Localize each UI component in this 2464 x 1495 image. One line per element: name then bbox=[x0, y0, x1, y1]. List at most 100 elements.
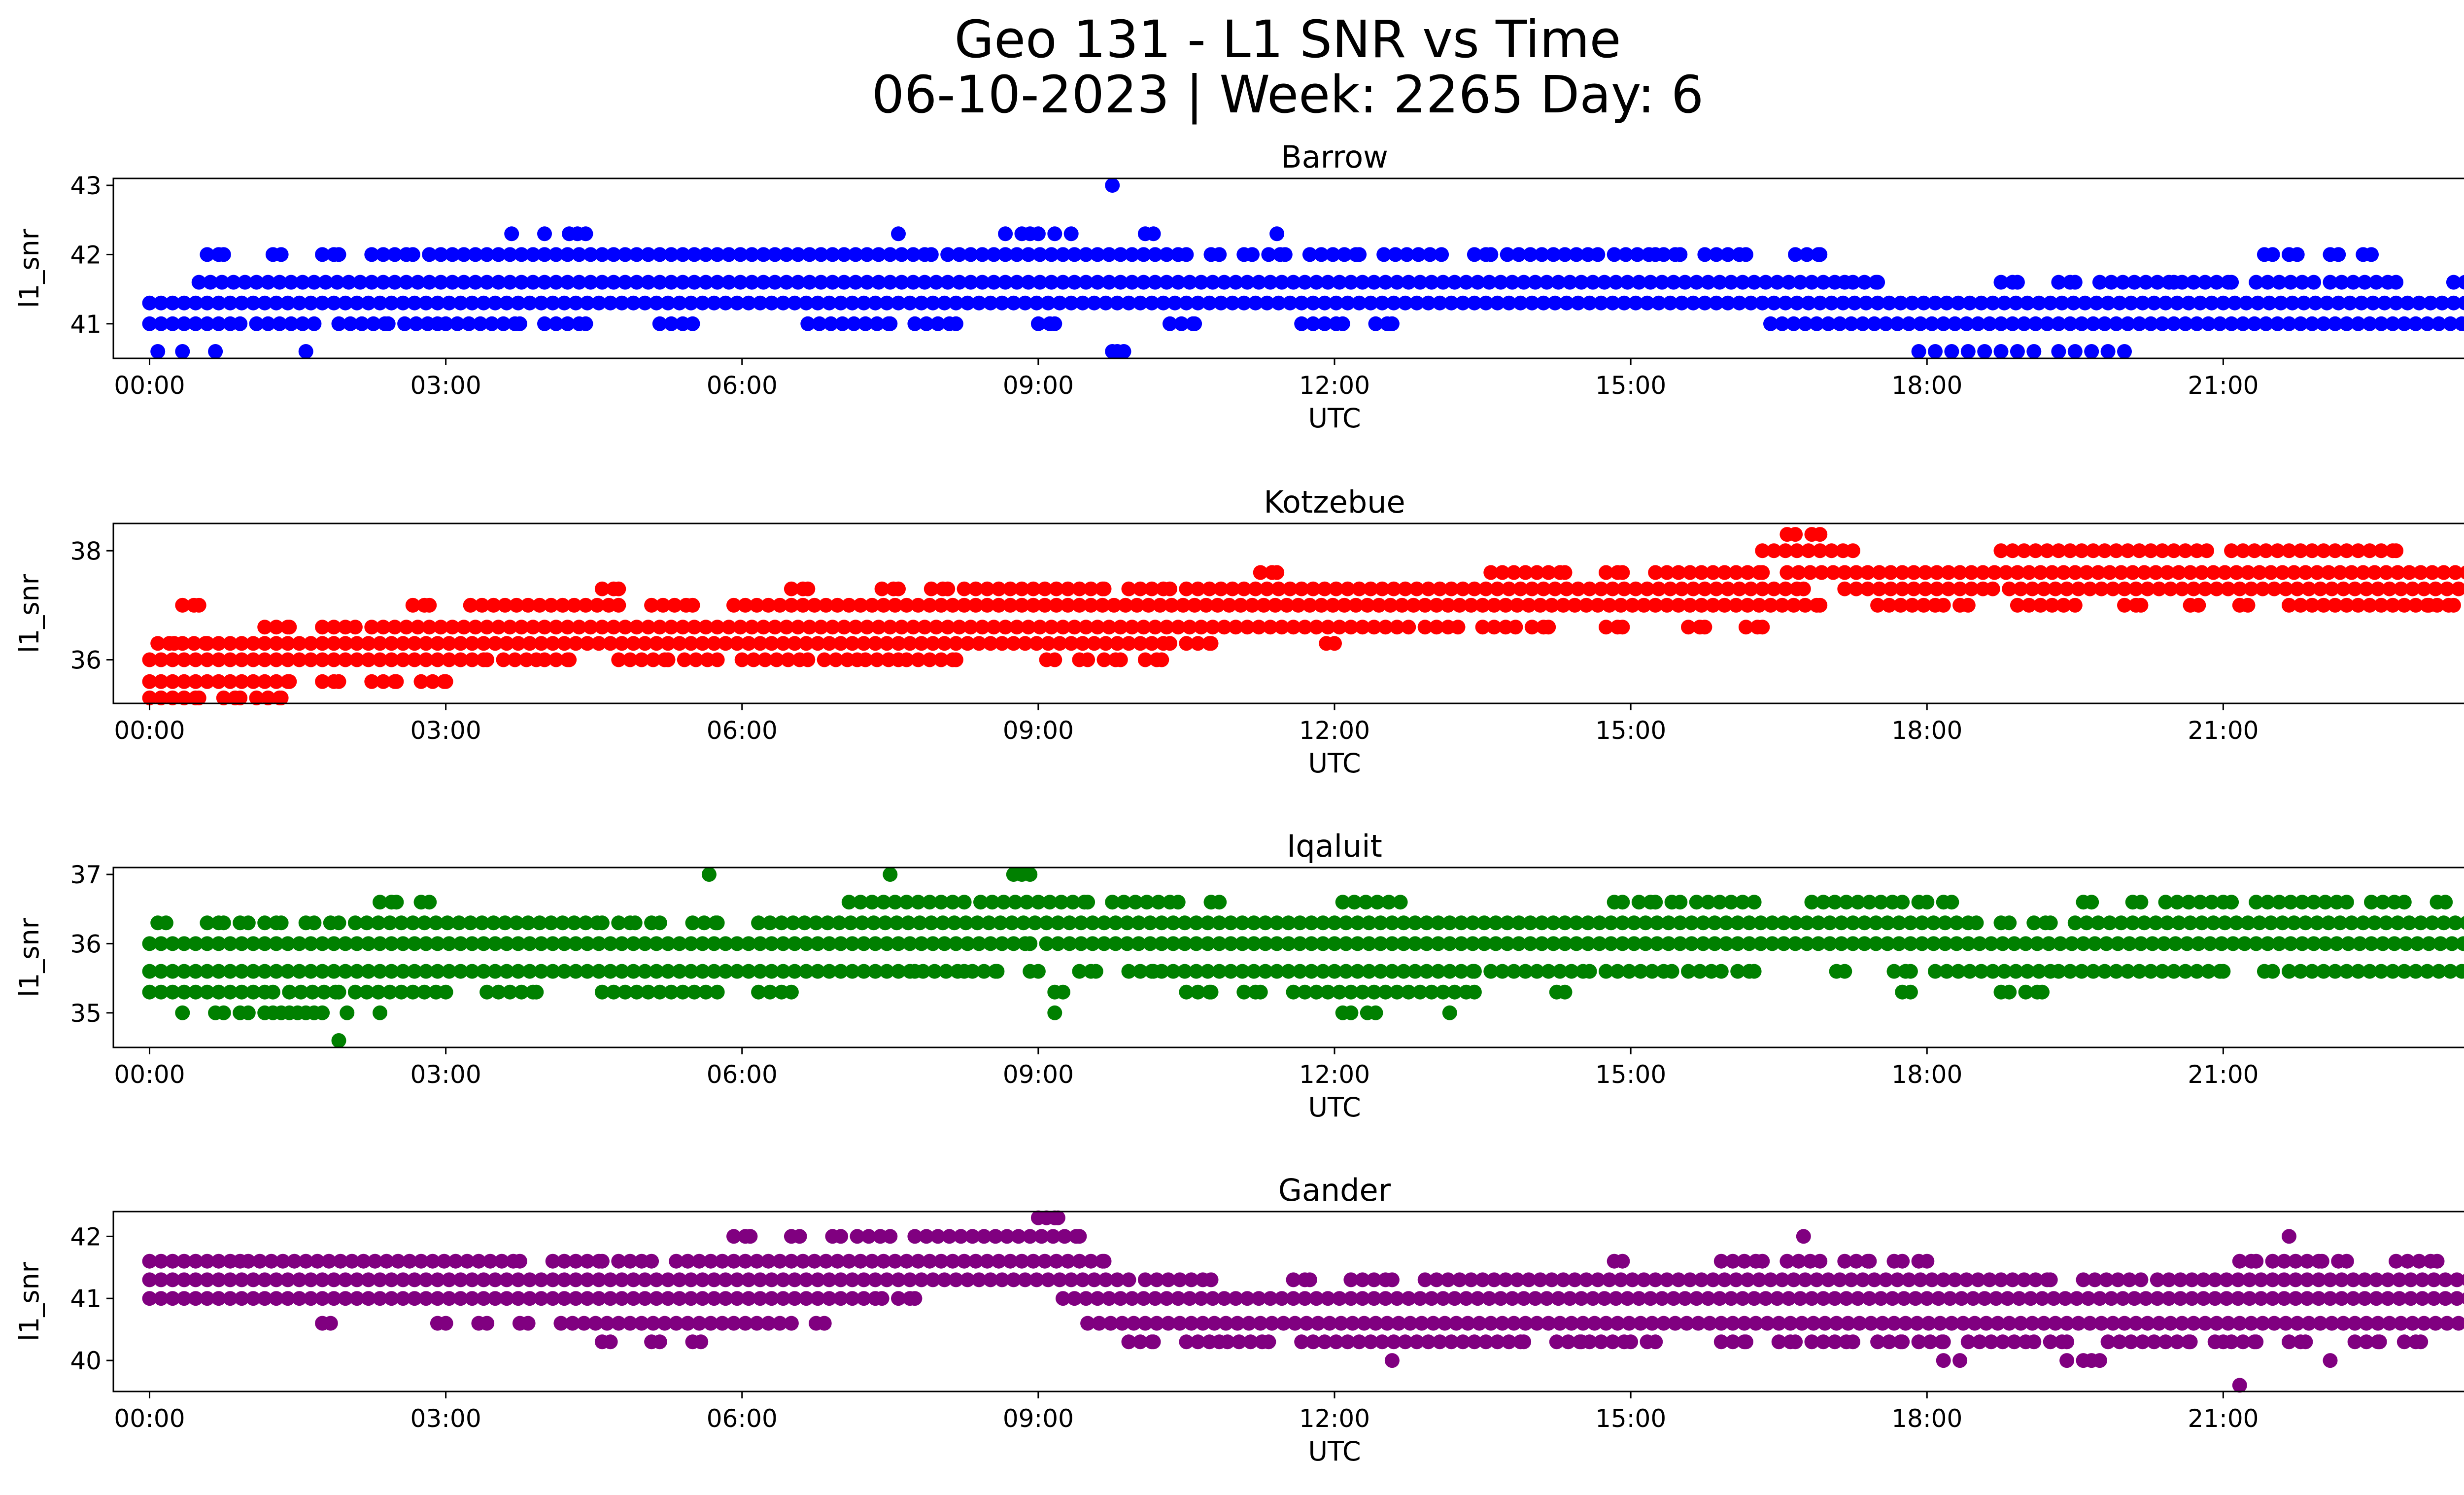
data-point bbox=[695, 636, 710, 651]
data-point bbox=[1725, 1334, 1741, 1350]
data-point bbox=[1878, 1272, 1893, 1287]
data-point bbox=[1131, 915, 1146, 931]
data-point bbox=[1056, 620, 1070, 635]
data-point bbox=[1016, 915, 1031, 931]
data-point bbox=[998, 620, 1013, 635]
data-point bbox=[1217, 275, 1232, 290]
data-point bbox=[2112, 295, 2127, 311]
data-point bbox=[1878, 316, 1893, 331]
data-point bbox=[1088, 964, 1103, 979]
data-point bbox=[2385, 964, 2400, 979]
data-point bbox=[2178, 543, 2193, 558]
data-point bbox=[545, 936, 560, 951]
data-point bbox=[591, 1291, 607, 1306]
data-point bbox=[1725, 1316, 1741, 1331]
data-point bbox=[1697, 620, 1712, 635]
data-point bbox=[176, 1253, 192, 1269]
data-point bbox=[1141, 597, 1156, 613]
data-point bbox=[888, 1253, 903, 1269]
data-point bbox=[1072, 964, 1087, 979]
data-point bbox=[522, 936, 537, 951]
data-point bbox=[2082, 581, 2097, 596]
data-point bbox=[779, 620, 794, 635]
data-point bbox=[2229, 565, 2244, 580]
data-point bbox=[2428, 581, 2443, 596]
data-point bbox=[1384, 316, 1400, 331]
data-point bbox=[1431, 915, 1446, 931]
data-point bbox=[326, 652, 342, 667]
data-point bbox=[578, 316, 593, 331]
data-point bbox=[1424, 984, 1439, 1000]
data-point bbox=[652, 275, 667, 290]
data-point bbox=[572, 620, 587, 635]
data-point bbox=[1738, 620, 1753, 635]
data-point bbox=[2127, 1291, 2142, 1306]
data-point bbox=[1023, 936, 1038, 951]
data-point bbox=[617, 275, 633, 290]
data-point bbox=[514, 247, 529, 262]
data-point bbox=[153, 936, 169, 951]
data-point bbox=[2287, 915, 2301, 931]
data-point bbox=[1389, 275, 1404, 290]
data-point bbox=[603, 1272, 618, 1287]
data-point bbox=[1952, 1353, 1968, 1368]
data-point bbox=[1174, 316, 1189, 331]
data-point bbox=[407, 295, 422, 311]
data-point bbox=[223, 984, 238, 1000]
data-point bbox=[465, 964, 479, 979]
data-point bbox=[2356, 915, 2371, 931]
data-point bbox=[2400, 295, 2415, 311]
data-point bbox=[1350, 915, 1365, 931]
data-point bbox=[846, 316, 861, 331]
data-point bbox=[985, 895, 1000, 910]
data-point bbox=[1436, 984, 1451, 1000]
data-point bbox=[1858, 295, 1874, 311]
data-point bbox=[874, 581, 890, 596]
data-point bbox=[1098, 1272, 1113, 1287]
data-point bbox=[2323, 1272, 2338, 1287]
data-point bbox=[2114, 915, 2129, 931]
data-point bbox=[188, 1272, 203, 1287]
data-point bbox=[1467, 964, 1482, 979]
data-point bbox=[303, 1272, 318, 1287]
data-point bbox=[2040, 543, 2055, 558]
data-point bbox=[1541, 620, 1556, 635]
data-point bbox=[2336, 581, 2351, 596]
data-point bbox=[1706, 565, 1721, 580]
data-point bbox=[657, 1316, 672, 1331]
data-point bbox=[1030, 316, 1046, 331]
data-point bbox=[1815, 895, 1831, 910]
data-point bbox=[1928, 344, 1943, 359]
data-point bbox=[2202, 936, 2218, 951]
data-point bbox=[364, 674, 379, 689]
data-point bbox=[779, 275, 794, 290]
x-tick-label: 21:00 bbox=[2188, 1060, 2259, 1089]
data-point bbox=[1467, 581, 1482, 596]
data-point bbox=[2324, 1316, 2339, 1331]
data-point bbox=[437, 1253, 452, 1269]
data-point bbox=[233, 690, 248, 705]
data-point bbox=[1919, 1253, 1935, 1269]
data-point bbox=[637, 936, 652, 951]
data-point bbox=[2074, 543, 2089, 558]
data-point bbox=[2377, 295, 2392, 311]
data-point bbox=[1631, 895, 1646, 910]
data-point bbox=[1189, 964, 1204, 979]
data-point bbox=[1258, 964, 1273, 979]
data-point bbox=[2235, 1334, 2251, 1350]
data-point bbox=[165, 1253, 180, 1269]
data-point bbox=[617, 247, 633, 262]
data-point bbox=[856, 936, 871, 951]
data-point bbox=[494, 1253, 510, 1269]
data-point bbox=[1103, 1316, 1118, 1331]
data-point bbox=[922, 652, 937, 667]
data-point bbox=[1824, 295, 1839, 311]
data-point bbox=[2339, 1253, 2354, 1269]
data-point bbox=[2283, 275, 2298, 290]
data-point bbox=[142, 964, 157, 979]
data-point bbox=[2403, 1272, 2419, 1287]
data-point bbox=[1616, 295, 1632, 311]
data-point bbox=[280, 936, 295, 951]
data-point bbox=[2017, 1272, 2032, 1287]
data-point bbox=[2420, 316, 2435, 331]
